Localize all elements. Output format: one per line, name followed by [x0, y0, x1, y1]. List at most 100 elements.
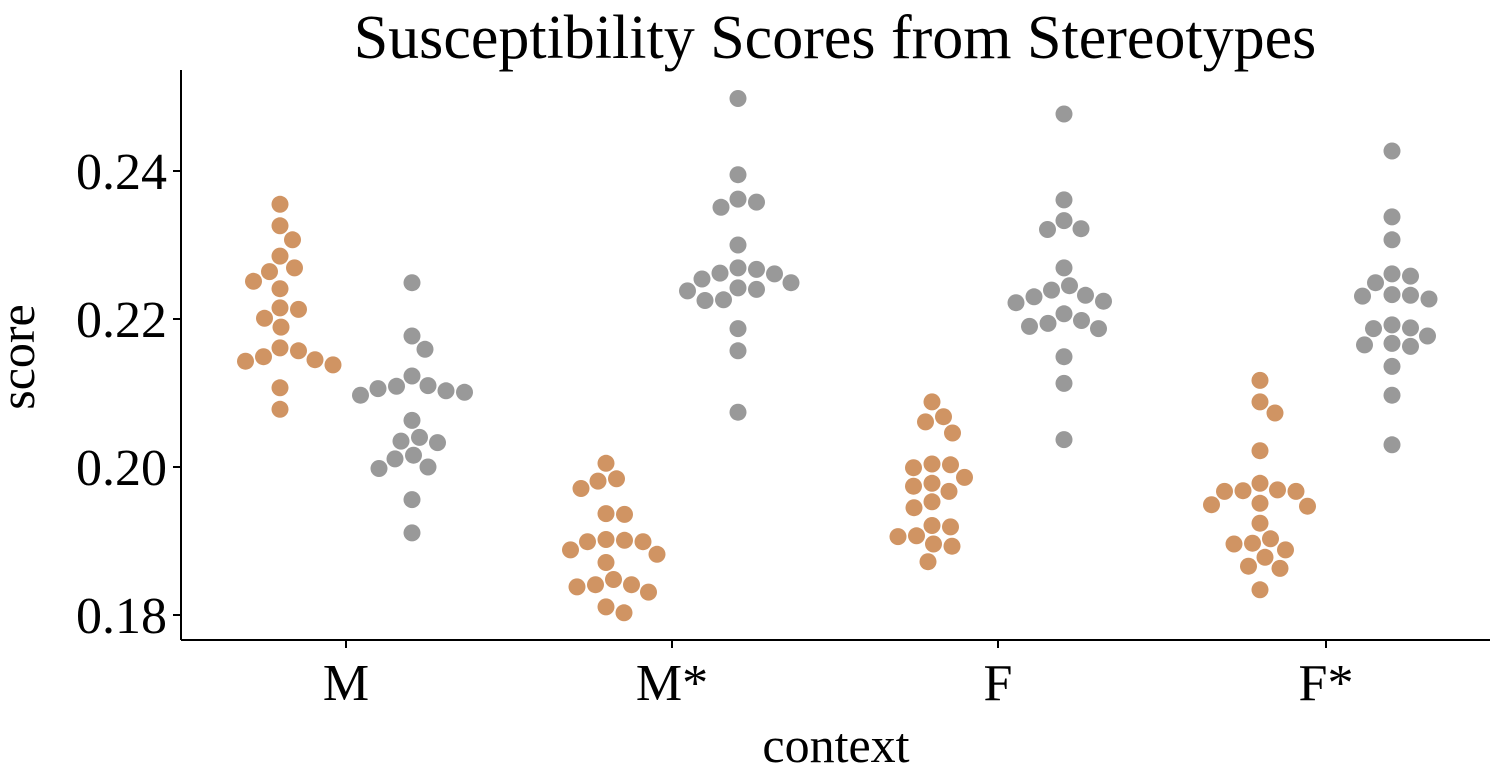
- data-point-gray: [1025, 288, 1043, 306]
- data-point-orange: [943, 537, 961, 555]
- data-point-gray: [403, 274, 421, 292]
- data-point-orange: [284, 231, 301, 249]
- data-point-gray: [1090, 320, 1107, 338]
- data-point-gray: [729, 279, 747, 297]
- data-point-gray: [1402, 319, 1419, 337]
- data-point-orange: [271, 400, 289, 418]
- data-point-orange: [286, 259, 303, 277]
- data-point-orange: [615, 604, 633, 622]
- data-point-orange: [616, 505, 633, 523]
- data-point-gray: [403, 367, 421, 385]
- data-point-gray: [1007, 294, 1025, 312]
- data-point-orange: [1277, 541, 1294, 559]
- y-tick-label: 0.20: [76, 440, 167, 497]
- data-point-orange: [889, 528, 907, 546]
- data-point-gray: [1383, 286, 1401, 304]
- data-point-gray: [679, 282, 696, 300]
- data-point-gray: [1055, 348, 1073, 366]
- data-point-gray: [1039, 314, 1057, 332]
- data-point-gray: [416, 340, 434, 358]
- data-point-gray: [403, 327, 421, 345]
- data-point-orange: [572, 480, 590, 497]
- data-point-orange: [605, 571, 622, 588]
- data-point-gray: [1072, 220, 1090, 238]
- data-point-orange: [261, 263, 278, 281]
- data-point-gray: [1055, 374, 1073, 392]
- data-point-orange: [1262, 530, 1279, 548]
- data-point-gray: [429, 434, 446, 452]
- data-point-orange: [905, 499, 923, 517]
- data-point-gray: [1402, 286, 1419, 304]
- data-point-gray: [1354, 287, 1371, 305]
- data-point-gray: [1055, 259, 1073, 277]
- data-point-orange: [1251, 393, 1269, 411]
- data-point-gray: [1367, 274, 1384, 292]
- x-tick-label: M*: [636, 655, 708, 712]
- data-point-gray: [403, 524, 421, 542]
- data-point-orange: [245, 272, 262, 290]
- data-point-orange: [1216, 482, 1233, 500]
- data-point-orange: [1299, 497, 1316, 515]
- y-tick-label: 0.18: [76, 588, 167, 645]
- data-point-orange: [256, 309, 273, 327]
- data-point-orange: [940, 482, 958, 500]
- data-point-orange: [1234, 482, 1252, 500]
- data-point-orange: [905, 459, 922, 477]
- data-points: [237, 90, 1438, 622]
- data-point-gray: [352, 386, 369, 404]
- data-point-gray: [1095, 292, 1112, 310]
- data-point-orange: [908, 527, 925, 545]
- x-axis-label: context: [762, 717, 909, 767]
- data-point-gray: [405, 446, 422, 464]
- data-point-orange: [562, 541, 579, 559]
- data-point-gray: [1061, 277, 1078, 295]
- data-point-orange: [923, 474, 941, 492]
- data-point-gray: [1021, 317, 1038, 335]
- data-point-gray: [1402, 337, 1419, 355]
- data-point-orange: [1244, 534, 1261, 552]
- data-point-orange: [579, 533, 596, 551]
- data-point-orange: [271, 339, 289, 357]
- data-point-gray: [729, 166, 747, 184]
- data-point-gray: [1383, 208, 1401, 226]
- data-point-orange: [1251, 494, 1269, 512]
- data-point-gray: [696, 292, 714, 309]
- data-point-orange: [905, 477, 922, 495]
- data-point-orange: [1240, 557, 1257, 575]
- data-point-gray: [1383, 316, 1401, 334]
- data-point-gray: [1383, 231, 1401, 249]
- x-tick-label: F: [984, 655, 1013, 712]
- data-point-orange: [944, 424, 961, 442]
- data-point-orange: [271, 217, 289, 235]
- data-point-orange: [324, 356, 342, 374]
- data-point-orange: [648, 545, 666, 563]
- data-point-gray: [1383, 357, 1401, 375]
- data-point-orange: [1271, 559, 1289, 577]
- data-point-gray: [729, 236, 747, 254]
- data-point-orange: [597, 554, 615, 571]
- data-point-gray: [729, 320, 747, 338]
- data-point-orange: [587, 576, 604, 594]
- data-point-orange: [290, 300, 307, 318]
- data-point-orange: [271, 299, 289, 317]
- data-point-orange: [1251, 442, 1269, 460]
- data-point-orange: [923, 517, 941, 534]
- data-point-orange: [255, 348, 272, 366]
- x-tick-label: M: [323, 655, 369, 712]
- data-point-gray: [1383, 436, 1401, 454]
- data-point-gray: [1077, 286, 1094, 304]
- data-point-orange: [1251, 371, 1269, 389]
- data-point-orange: [956, 468, 973, 486]
- x-axis: M M* F F*: [181, 639, 1490, 712]
- data-point-gray: [369, 380, 387, 398]
- data-point-gray: [386, 450, 404, 468]
- data-point-gray: [1055, 305, 1073, 323]
- data-point-orange: [942, 518, 959, 536]
- data-point-gray: [370, 460, 388, 477]
- data-point-orange: [608, 470, 625, 488]
- data-point-orange: [589, 472, 607, 490]
- data-point-orange: [272, 318, 290, 336]
- y-axis-label: score: [0, 304, 45, 410]
- data-point-gray: [1419, 327, 1436, 345]
- data-point-gray: [1383, 334, 1401, 352]
